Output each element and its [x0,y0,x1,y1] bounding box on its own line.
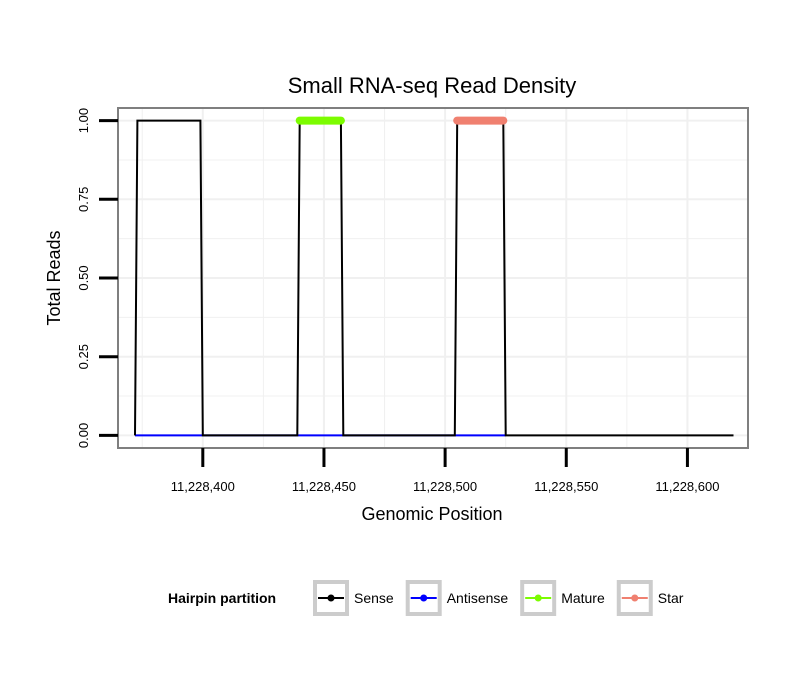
legend-label: Sense [354,590,394,606]
legend-title: Hairpin partition [168,590,276,606]
legend-key-point [631,594,639,602]
y-axis-title: Total Reads [44,230,64,325]
x-tick-label: 11,228,500 [413,479,477,494]
legend-key-point [327,594,335,602]
legend-label: Antisense [447,590,509,606]
legend-item-antisense: Antisense [405,580,509,616]
x-tick-label: 11,228,400 [171,479,235,494]
y-axis: 0.00 0.25 0.50 0.75 1.00 [76,108,118,448]
y-tick-label: 0.25 [76,344,91,369]
x-tick-label: 11,228,600 [655,479,719,494]
legend-item-mature: Mature [520,580,605,616]
y-tick-label: 0.75 [76,187,91,212]
legend-item-star: Star [616,580,684,616]
x-tick-label: 11,228,450 [292,479,356,494]
x-axis-title: Genomic Position [361,504,502,524]
legend-item-sense: Sense [313,580,394,616]
y-tick-label: 1.00 [76,108,91,133]
legend-key-point [534,594,542,602]
legend: Hairpin partition Sense Antisense Mature St… [168,580,684,616]
legend-label: Star [658,590,684,606]
legend-key-point [420,594,428,602]
legend-label: Mature [561,590,605,606]
chart-title: Small RNA-seq Read Density [288,73,577,98]
y-tick-label: 0.00 [76,423,91,448]
series-group [134,116,734,437]
grid [118,108,749,448]
x-axis: 11,228,400 11,228,450 11,228,500 11,228,550… [171,448,719,494]
x-tick-label: 11,228,550 [534,479,598,494]
y-tick-label: 0.50 [76,265,91,290]
